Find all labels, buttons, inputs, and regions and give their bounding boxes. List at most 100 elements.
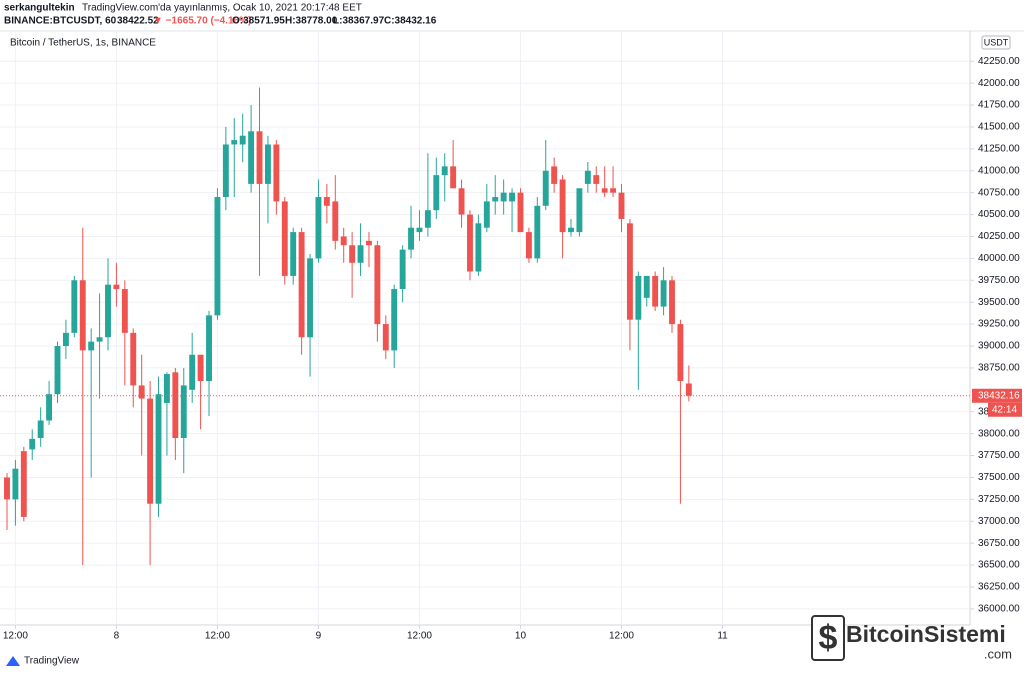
- candle-body: [408, 227, 414, 250]
- last-price-label: 38432.16: [978, 390, 1020, 401]
- candle-body: [483, 201, 490, 228]
- countdown-badge: [988, 402, 1022, 417]
- x-tick-label: 8: [114, 631, 120, 642]
- candle-body: [433, 175, 440, 211]
- x-tick-label: 11: [717, 631, 728, 642]
- y-tick-label: 37500.00: [978, 472, 1020, 483]
- published: TradingView.com'da yayınlanmış, Ocak 10,…: [82, 3, 362, 14]
- y-tick-label: 41500.00: [978, 122, 1020, 133]
- ohlc-close: C:38432.16: [384, 16, 437, 27]
- candle-body: [180, 385, 187, 439]
- candle-body: [677, 324, 684, 382]
- candle-body: [525, 232, 532, 259]
- candle-body: [264, 144, 271, 184]
- watermark: BitcoinSistemi: [846, 621, 1006, 647]
- y-tick-label: 38750.00: [978, 363, 1020, 374]
- y-tick-label: 40750.00: [978, 187, 1020, 198]
- y-tick-label: 37000.00: [978, 516, 1020, 527]
- candle-body: [323, 197, 330, 206]
- candle-body: [12, 468, 19, 500]
- candle-body: [374, 245, 381, 325]
- y-tick-label: 37250.00: [978, 494, 1020, 505]
- candle-body: [163, 374, 170, 403]
- currency-badge: [981, 35, 1011, 50]
- candle-body: [509, 192, 516, 202]
- x-tick-label: 12:00: [205, 631, 230, 642]
- y-tick-label: 37750.00: [978, 450, 1020, 461]
- candle-body: [542, 170, 549, 206]
- y-tick-label: 39500.00: [978, 297, 1020, 308]
- candle-body: [298, 232, 305, 338]
- candle-body: [399, 249, 406, 290]
- candle-body: [458, 188, 465, 215]
- candle-body: [652, 275, 659, 307]
- candle-body: [281, 201, 288, 276]
- candle-body: [121, 289, 128, 333]
- series-title: Bitcoin / TetherUS, 1s, BINANCE: [10, 38, 156, 49]
- candle-body: [357, 245, 364, 263]
- y-tick-label: 39250.00: [978, 319, 1020, 330]
- candle-body: [172, 372, 179, 439]
- candle-body: [239, 135, 246, 145]
- svg-text:$: $: [819, 619, 838, 657]
- candle-body: [197, 354, 204, 382]
- y-tick-label: 41250.00: [978, 143, 1020, 154]
- candle-body: [517, 192, 524, 233]
- y-tick-label: 41000.00: [978, 165, 1020, 176]
- candle-body: [534, 205, 541, 259]
- candle-body: [475, 223, 482, 272]
- candle-body: [290, 232, 297, 276]
- candle-body: [62, 332, 69, 347]
- y-tick-label: 40000.00: [978, 253, 1020, 264]
- candle-body: [138, 385, 145, 399]
- candle-body: [96, 337, 103, 342]
- candle-body: [130, 332, 137, 386]
- candle-body: [450, 166, 457, 189]
- y-tick-label: 42250.00: [978, 56, 1020, 67]
- x-tick-label: 12:00: [609, 631, 634, 642]
- ohlc-low: L:38367.97: [333, 16, 385, 27]
- y-tick-label: 36500.00: [978, 560, 1020, 571]
- candle-body: [256, 131, 263, 184]
- candle-body: [382, 324, 389, 351]
- watermark-logo: $: [811, 615, 845, 661]
- y-tick-label: 40500.00: [978, 209, 1020, 220]
- candle-body: [20, 451, 27, 517]
- countdown: 42:14: [992, 404, 1017, 415]
- candle-body: [79, 280, 86, 351]
- change: ▼ −1665.70 (−4.16%): [153, 16, 251, 27]
- candle-body: [610, 188, 617, 193]
- candle-body: [332, 201, 339, 241]
- candle-body: [155, 394, 162, 504]
- candle-body: [424, 210, 431, 228]
- candle-body: [189, 354, 196, 390]
- candle-body: [626, 223, 633, 320]
- watermark-suffix: .com: [984, 646, 1012, 661]
- x-tick-label: 10: [515, 631, 527, 642]
- y-tick-label: 42000.00: [978, 78, 1020, 89]
- candle-body: [643, 275, 650, 298]
- y-tick-label: 38000.00: [978, 428, 1020, 439]
- candle-body: [147, 398, 154, 504]
- candle-body: [105, 284, 111, 338]
- y-tick-label: 36750.00: [978, 538, 1020, 549]
- y-tick-label: 36250.00: [978, 582, 1020, 593]
- candle-body: [576, 188, 583, 233]
- candle-body: [559, 179, 566, 233]
- candle-body: [307, 258, 313, 338]
- ohlc-high: H:38778.00: [285, 16, 338, 27]
- candle-body: [584, 170, 591, 184]
- candle-body: [660, 280, 667, 307]
- candle-body: [340, 236, 347, 246]
- candle-body: [231, 140, 238, 145]
- last-price-badge: [972, 388, 1022, 403]
- candle-body: [601, 188, 608, 193]
- candle-body: [54, 346, 61, 395]
- candle-body: [500, 192, 507, 202]
- candle-body: [37, 420, 44, 439]
- candle-body: [416, 227, 423, 233]
- candle-body: [29, 438, 36, 450]
- y-tick-label: 39000.00: [978, 341, 1020, 352]
- currency: USDT: [984, 37, 1009, 47]
